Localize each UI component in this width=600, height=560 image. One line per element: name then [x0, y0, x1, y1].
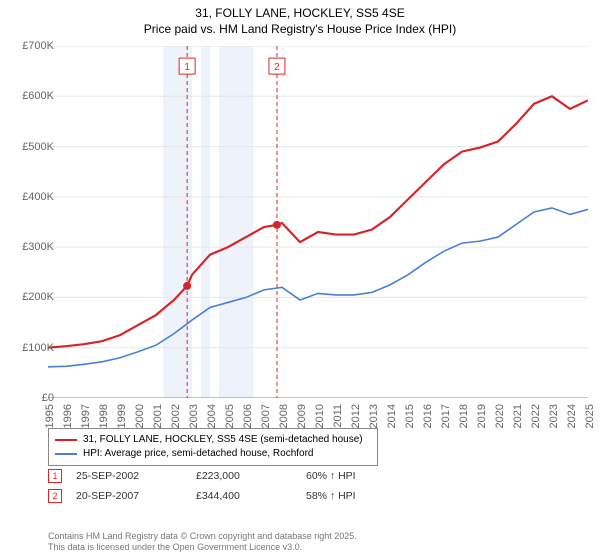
- x-tick-label: 2011: [332, 404, 344, 428]
- y-tick-label: £100K: [10, 342, 54, 354]
- marker-table-row: 2 20-SEP-2007 £344,400 58% ↑ HPI: [48, 486, 426, 506]
- x-tick-label: 2005: [224, 404, 236, 428]
- x-tick-label: 2007: [260, 404, 272, 428]
- legend-item: HPI: Average price, semi-detached house,…: [55, 447, 371, 461]
- y-tick-label: £0: [10, 392, 54, 404]
- legend-swatch: [55, 439, 77, 441]
- x-tick-label: 2010: [314, 404, 326, 428]
- series-marker-point: [183, 282, 191, 290]
- chart-area: 12: [48, 46, 588, 398]
- x-tick-label: 2021: [512, 404, 524, 428]
- shaded-band: [219, 46, 253, 398]
- series-marker-point: [273, 221, 281, 229]
- chart-title: 31, FOLLY LANE, HOCKLEY, SS5 4SE Price p…: [0, 0, 600, 37]
- x-tick-label: 1996: [62, 404, 74, 428]
- x-tick-label: 2015: [404, 404, 416, 428]
- shaded-band: [201, 46, 210, 398]
- x-tick-label: 2008: [278, 404, 290, 428]
- x-tick-label: 2006: [242, 404, 254, 428]
- x-tick-label: 1997: [80, 404, 92, 428]
- legend: 31, FOLLY LANE, HOCKLEY, SS5 4SE (semi-d…: [48, 428, 378, 466]
- title-line2: Price paid vs. HM Land Registry's House …: [0, 22, 600, 38]
- x-tick-label: 2004: [206, 404, 218, 428]
- shaded-band: [163, 46, 192, 398]
- legend-label: 31, FOLLY LANE, HOCKLEY, SS5 4SE (semi-d…: [83, 433, 363, 447]
- marker-note: 58% ↑ HPI: [306, 490, 426, 502]
- x-tick-label: 2012: [350, 404, 362, 428]
- marker-badge-label: 1: [184, 62, 190, 73]
- x-tick-label: 2017: [440, 404, 452, 428]
- x-tick-label: 2024: [566, 404, 578, 428]
- x-tick-label: 2020: [494, 404, 506, 428]
- marker-badge-label: 2: [274, 62, 280, 73]
- legend-item: 31, FOLLY LANE, HOCKLEY, SS5 4SE (semi-d…: [55, 433, 371, 447]
- y-tick-label: £700K: [10, 40, 54, 52]
- footer-line1: Contains HM Land Registry data © Crown c…: [48, 531, 357, 543]
- marker-price: £223,000: [196, 470, 306, 482]
- marker-table: 1 25-SEP-2002 £223,000 60% ↑ HPI2 20-SEP…: [48, 466, 426, 506]
- y-tick-label: £400K: [10, 191, 54, 203]
- x-tick-label: 2013: [368, 404, 380, 428]
- y-tick-label: £300K: [10, 241, 54, 253]
- marker-date: 25-SEP-2002: [76, 470, 196, 482]
- x-tick-label: 2025: [584, 404, 596, 428]
- title-line1: 31, FOLLY LANE, HOCKLEY, SS5 4SE: [0, 6, 600, 22]
- x-tick-label: 2019: [476, 404, 488, 428]
- x-tick-label: 2018: [458, 404, 470, 428]
- marker-table-badge: 2: [48, 489, 62, 503]
- line-chart: 12: [48, 46, 588, 398]
- marker-table-badge: 1: [48, 469, 62, 483]
- x-tick-label: 2022: [530, 404, 542, 428]
- y-tick-label: £600K: [10, 90, 54, 102]
- y-tick-label: £200K: [10, 291, 54, 303]
- x-tick-label: 1995: [44, 404, 56, 428]
- marker-price: £344,400: [196, 490, 306, 502]
- series-line-0: [48, 96, 588, 347]
- legend-label: HPI: Average price, semi-detached house,…: [83, 447, 314, 461]
- x-tick-label: 2009: [296, 404, 308, 428]
- legend-swatch: [55, 453, 77, 455]
- x-tick-label: 2014: [386, 404, 398, 428]
- x-tick-label: 1999: [116, 404, 128, 428]
- marker-note: 60% ↑ HPI: [306, 470, 426, 482]
- footer-line2: This data is licensed under the Open Gov…: [48, 542, 357, 554]
- x-tick-label: 2023: [548, 404, 560, 428]
- y-tick-label: £500K: [10, 141, 54, 153]
- x-tick-label: 2001: [152, 404, 164, 428]
- x-tick-label: 2016: [422, 404, 434, 428]
- marker-date: 20-SEP-2007: [76, 490, 196, 502]
- marker-table-row: 1 25-SEP-2002 £223,000 60% ↑ HPI: [48, 466, 426, 486]
- x-tick-label: 2003: [188, 404, 200, 428]
- x-tick-label: 2000: [134, 404, 146, 428]
- x-tick-label: 2002: [170, 404, 182, 428]
- footer-attribution: Contains HM Land Registry data © Crown c…: [48, 531, 357, 554]
- x-tick-label: 1998: [98, 404, 110, 428]
